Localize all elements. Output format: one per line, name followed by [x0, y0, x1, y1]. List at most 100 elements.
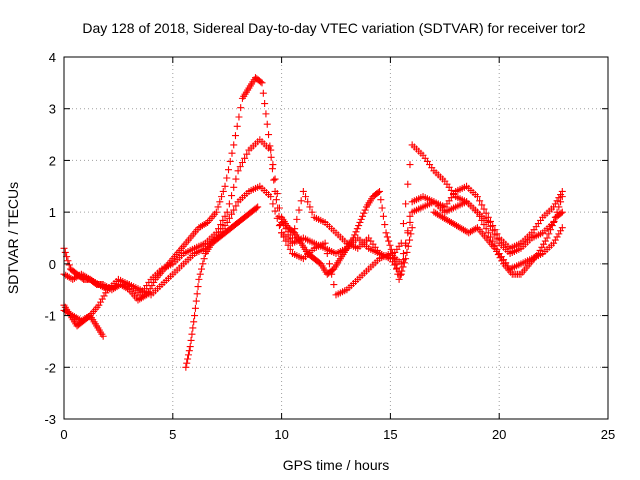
ticks-layer: 0 5 10 15 20 25 -3 -2 -1 0 1 2 3 4 — [44, 50, 615, 442]
data-point-track-a — [218, 193, 226, 201]
data-point-track-c — [558, 224, 566, 232]
y-tick-label: 2 — [49, 153, 56, 168]
data-point-track-f — [406, 236, 414, 244]
data-point-track-a — [230, 141, 238, 149]
data-point-track-b — [228, 192, 236, 200]
data-point-track-f — [398, 267, 406, 275]
data-point-track-b — [304, 198, 312, 206]
data-point-track-b — [221, 212, 229, 220]
plot-frame — [63, 56, 609, 420]
x-tick-label: 15 — [383, 427, 397, 442]
data-point-track-f — [386, 241, 394, 249]
data-point-track-g — [498, 257, 506, 265]
data-point-track-c — [230, 206, 238, 214]
data-point-track-f — [383, 233, 391, 241]
data-point-track-b — [553, 197, 561, 205]
data-point-track-b — [555, 194, 563, 202]
data-point-track-b — [406, 212, 414, 220]
data-point-track-d — [190, 318, 198, 326]
data-point-track-f — [359, 212, 367, 220]
data-point-track-a — [259, 89, 267, 97]
data-point-track-d — [189, 324, 197, 332]
data-point-track-f — [357, 215, 365, 223]
data-point-track-a — [257, 78, 265, 86]
data-point-track-d — [198, 265, 206, 273]
data-point-track-f — [379, 212, 387, 220]
data-point-track-b — [550, 203, 558, 211]
data-point-track-b — [302, 193, 310, 201]
data-point-track-a — [233, 122, 241, 130]
data-point-track-b — [293, 215, 301, 223]
data-point-track-g — [494, 251, 502, 259]
data-point-track-b — [234, 167, 242, 175]
data-point-track-c — [325, 260, 333, 268]
data-point-track-b — [223, 208, 231, 216]
data-point-track-b — [269, 161, 277, 169]
data-point-track-f — [395, 275, 403, 283]
data-point-track-a — [258, 79, 266, 87]
data-point-track-a — [267, 153, 275, 161]
data-point-track-a — [231, 132, 239, 140]
data-point-track-f — [349, 234, 357, 242]
data-point-track-c — [278, 229, 286, 237]
data-point-track-b — [241, 154, 249, 162]
data-point-track-c — [478, 216, 486, 224]
data-point-track-c — [473, 208, 481, 216]
data-point-track-b — [493, 230, 501, 238]
data-point-track-g — [543, 234, 551, 242]
data-point-track-b — [295, 206, 303, 214]
data-point-track-a — [212, 208, 220, 216]
data-point-track-c — [476, 212, 484, 220]
data-point-track-c — [286, 245, 294, 253]
data-point-track-c — [98, 295, 106, 303]
data-point-track-b — [297, 197, 305, 205]
data-point-track-b — [478, 201, 486, 209]
x-tick-label: 0 — [60, 427, 67, 442]
data-point-track-d — [200, 255, 208, 263]
data-point-track-a — [557, 198, 565, 206]
data-point-track-c — [102, 289, 110, 297]
data-point-track-d — [186, 343, 194, 351]
data-point-track-f — [392, 265, 400, 273]
data-point-track-f — [387, 245, 395, 253]
data-point-track-d — [195, 275, 203, 283]
data-point-track-g — [550, 217, 558, 225]
data-point-track-c — [280, 233, 288, 241]
data-point-track-c — [232, 202, 240, 210]
data-point-track-f — [400, 259, 408, 267]
data-point-track-g — [548, 222, 556, 230]
data-point-track-a — [263, 120, 271, 128]
data-point-track-g — [472, 225, 480, 233]
data-point-track-b — [486, 217, 494, 225]
data-point-track-b — [267, 146, 275, 154]
data-point-track-c — [321, 239, 329, 247]
data-point-track-a — [262, 110, 270, 118]
data-point-track-f — [403, 248, 411, 256]
data-point-track-d — [188, 330, 196, 338]
data-point-track-c — [284, 241, 292, 249]
data-point-track-d — [182, 363, 190, 371]
data-point-track-d — [194, 283, 202, 291]
x-tick-label: 20 — [492, 427, 506, 442]
data-point-track-f — [390, 255, 398, 263]
data-point-track-b — [480, 205, 488, 213]
data-point-track-g — [536, 246, 544, 254]
data-point-track-a — [221, 182, 229, 190]
chart-title: Day 128 of 2018, Sidereal Day-to-day VTE… — [82, 20, 585, 36]
data-point-track-c — [225, 214, 233, 222]
data-point-track-a — [214, 203, 222, 211]
y-tick-label: 1 — [49, 205, 56, 220]
data-point-track-g — [545, 230, 553, 238]
y-axis-label: SDTVAR / TECUs — [5, 182, 21, 294]
data-point-track-b — [271, 175, 279, 183]
data-point-track-f — [360, 209, 368, 217]
data-point-track-d — [193, 290, 201, 298]
data-point-track-c — [557, 227, 565, 235]
data-point-track-b — [473, 193, 481, 201]
data-point-track-g — [534, 250, 542, 258]
data-point-track-a — [219, 187, 227, 195]
data-point-track-f — [355, 222, 363, 230]
data-point-track-c — [550, 239, 558, 247]
